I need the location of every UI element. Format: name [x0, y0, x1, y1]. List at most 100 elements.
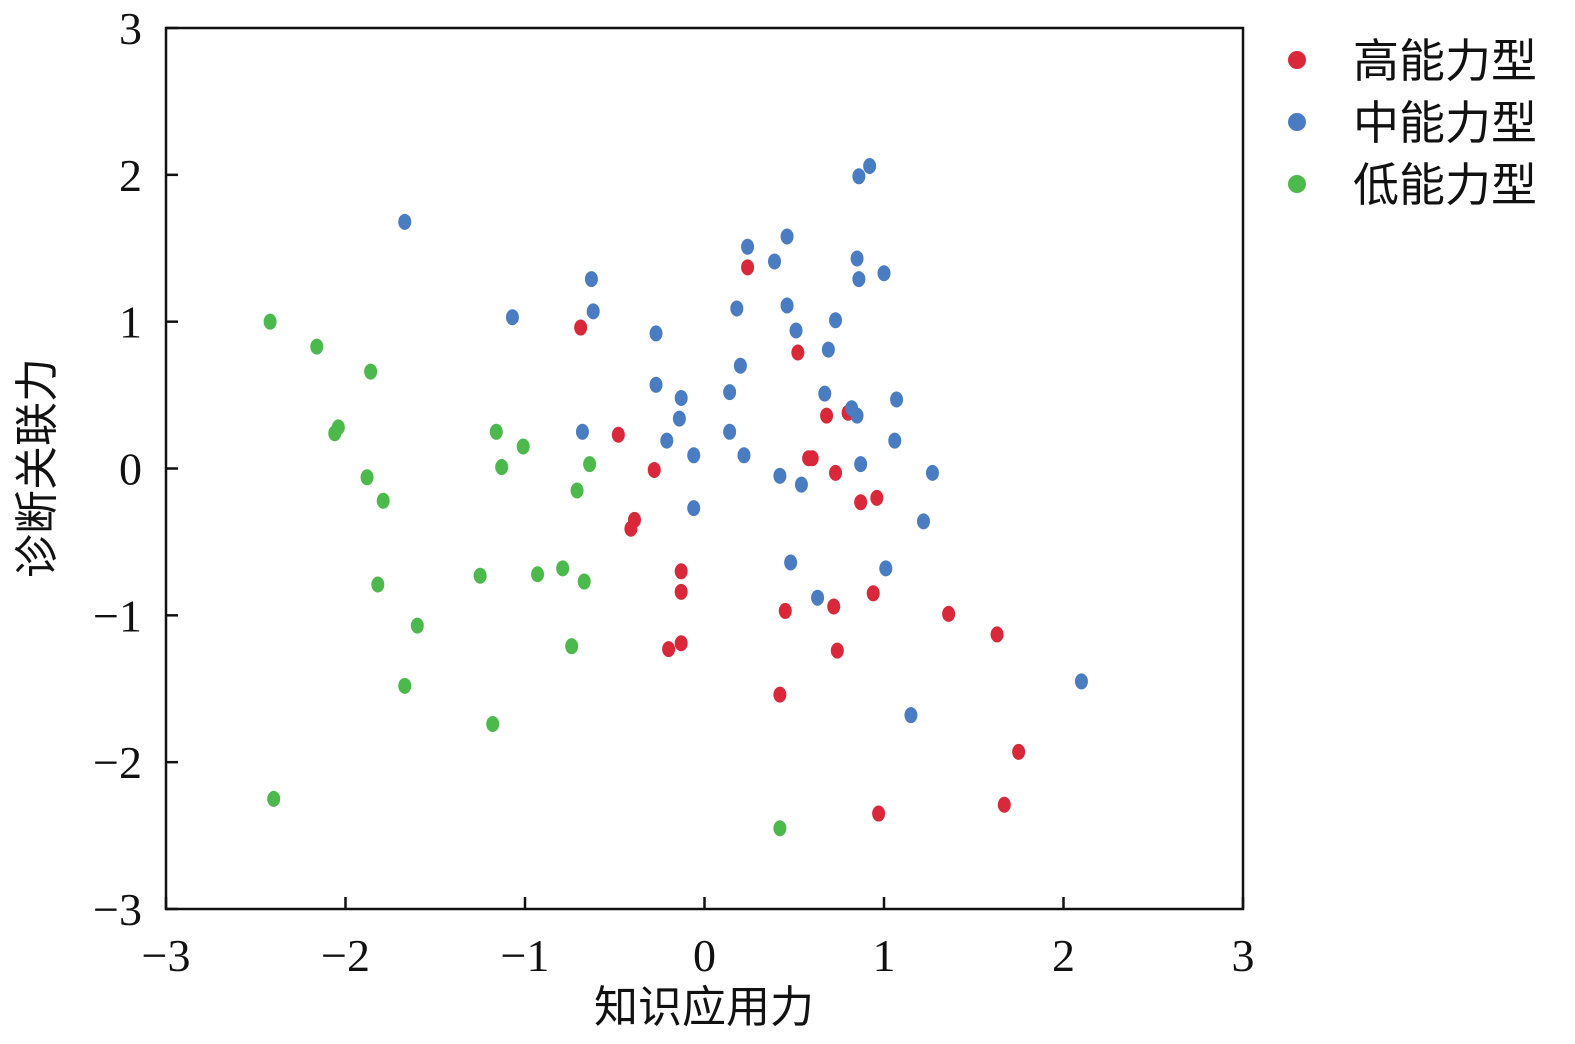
data-point-series-2	[328, 425, 342, 442]
y-tick-label: −1	[93, 590, 142, 641]
data-point-series-2	[570, 482, 584, 499]
data-point-series-2	[516, 438, 530, 455]
data-point-series-1	[687, 500, 701, 517]
data-point-series-1	[723, 423, 737, 440]
data-point-series-1	[505, 309, 519, 326]
y-tick-label: 0	[119, 444, 142, 495]
legend-label: 中能力型	[1353, 96, 1537, 150]
x-tick-label: −3	[142, 930, 191, 981]
data-point-series-2	[773, 820, 787, 837]
x-tick-label: −2	[321, 930, 370, 981]
data-point-series-1	[850, 407, 864, 424]
x-tick-label: −1	[501, 930, 550, 981]
data-point-series-0	[791, 344, 805, 361]
data-point-series-1	[904, 707, 918, 724]
data-point-series-1	[821, 341, 835, 358]
y-axis-title: 诊断关联力	[12, 358, 63, 578]
data-point-series-0	[674, 635, 688, 652]
data-point-series-1	[877, 265, 891, 282]
data-point-series-1	[773, 467, 787, 484]
data-point-series-1	[674, 390, 688, 407]
data-point-series-2	[577, 573, 591, 590]
data-point-series-2	[360, 469, 374, 486]
data-point-series-1	[879, 560, 893, 577]
data-point-series-2	[556, 560, 570, 577]
data-point-series-0	[820, 407, 834, 424]
data-point-series-0	[829, 464, 843, 481]
data-point-series-2	[489, 423, 503, 440]
data-point-series-1	[660, 432, 674, 449]
data-point-series-1	[789, 322, 803, 339]
data-point-series-0	[674, 583, 688, 600]
y-tick-label: 3	[119, 3, 142, 54]
data-point-series-1	[586, 303, 600, 320]
data-point-series-0	[866, 585, 880, 602]
data-point-series-0	[662, 641, 676, 658]
y-tick-label: −2	[93, 737, 142, 788]
data-point-series-1	[888, 432, 902, 449]
data-point-series-1	[672, 410, 686, 427]
data-points	[263, 158, 1088, 837]
legend-marker	[1288, 51, 1306, 69]
data-point-series-0	[830, 642, 844, 659]
x-tick-label: 0	[693, 930, 716, 981]
data-point-series-2	[486, 715, 500, 732]
x-tick-label: 1	[873, 930, 896, 981]
data-point-series-0	[773, 686, 787, 703]
data-point-series-1	[780, 297, 794, 314]
data-point-series-0	[805, 450, 819, 467]
data-point-series-0	[1012, 743, 1026, 760]
data-point-series-1	[811, 589, 825, 606]
data-point-series-0	[624, 520, 638, 537]
data-point-series-1	[398, 213, 412, 230]
data-point-series-2	[531, 566, 545, 583]
data-point-series-2	[267, 790, 281, 807]
y-tick-label: 1	[119, 297, 142, 348]
x-tick-label: 3	[1232, 930, 1255, 981]
data-point-series-1	[925, 464, 939, 481]
data-point-series-0	[870, 489, 884, 506]
data-point-series-2	[583, 456, 597, 473]
data-point-series-1	[687, 447, 701, 464]
data-point-series-1	[575, 423, 589, 440]
data-point-series-2	[263, 313, 277, 330]
data-point-series-0	[611, 426, 625, 443]
data-point-series-0	[942, 605, 956, 622]
legend-label: 高能力型	[1353, 34, 1537, 88]
data-point-series-1	[863, 158, 877, 175]
data-point-series-2	[473, 567, 487, 584]
data-point-series-2	[495, 459, 509, 476]
data-point-series-0	[674, 563, 688, 580]
data-point-series-2	[364, 363, 378, 380]
legend-label: 低能力型	[1353, 158, 1537, 212]
data-point-series-0	[574, 319, 588, 336]
data-point-series-1	[737, 447, 751, 464]
data-point-series-1	[850, 250, 864, 267]
legend-marker	[1288, 175, 1306, 193]
data-point-series-1	[784, 554, 798, 571]
y-tick-label: 2	[119, 150, 142, 201]
data-point-series-0	[872, 805, 886, 822]
data-point-series-1	[854, 456, 868, 473]
x-axis-title: 知识应用力	[594, 982, 814, 1033]
data-point-series-1	[768, 253, 782, 270]
data-point-series-1	[1074, 673, 1088, 690]
data-point-series-1	[649, 325, 663, 342]
data-point-series-1	[584, 271, 598, 288]
data-point-series-1	[780, 228, 794, 245]
data-point-series-0	[827, 598, 841, 615]
data-point-series-2	[376, 492, 390, 509]
data-point-series-1	[649, 376, 663, 393]
data-point-series-1	[730, 300, 744, 317]
data-point-series-1	[818, 385, 832, 402]
data-point-series-1	[829, 312, 843, 329]
x-tick-label: 2	[1052, 930, 1075, 981]
data-point-series-0	[647, 461, 661, 478]
data-point-series-2	[410, 617, 424, 634]
data-point-series-2	[371, 576, 385, 593]
data-point-series-1	[852, 271, 866, 288]
data-point-series-1	[852, 168, 866, 185]
data-point-series-1	[741, 238, 755, 255]
